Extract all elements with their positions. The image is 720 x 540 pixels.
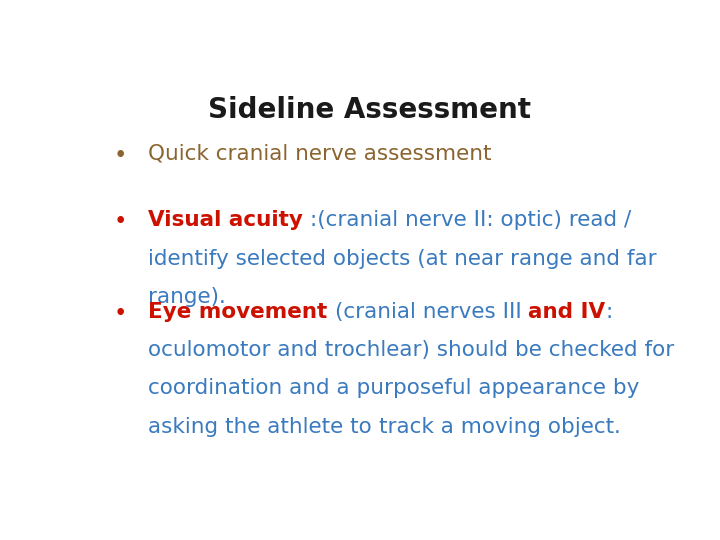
Text: oculomotor and trochlear) should be checked for: oculomotor and trochlear) should be chec… <box>148 340 674 360</box>
Text: •: • <box>114 144 127 167</box>
Text: identify selected objects (at near range and far: identify selected objects (at near range… <box>148 248 657 268</box>
Text: Sideline Assessment: Sideline Assessment <box>207 96 531 124</box>
Text: coordination and a purposeful appearance by: coordination and a purposeful appearance… <box>148 379 639 399</box>
Text: Visual acuity: Visual acuity <box>148 210 310 231</box>
Text: •: • <box>114 210 127 233</box>
Text: asking the athlete to: asking the athlete to <box>148 416 379 436</box>
Text: and IV: and IV <box>528 302 606 322</box>
Text: :: : <box>606 302 613 322</box>
Text: .: . <box>613 416 621 436</box>
Text: Quick cranial nerve assessment: Quick cranial nerve assessment <box>148 144 492 164</box>
Text: :(cranial nerve II: optic) read /: :(cranial nerve II: optic) read / <box>310 210 631 231</box>
Text: track a moving object: track a moving object <box>379 416 613 436</box>
Text: range).: range). <box>148 287 226 307</box>
Text: Eye movement: Eye movement <box>148 302 335 322</box>
Text: (cranial nerves III: (cranial nerves III <box>335 302 528 322</box>
Text: •: • <box>114 302 127 325</box>
